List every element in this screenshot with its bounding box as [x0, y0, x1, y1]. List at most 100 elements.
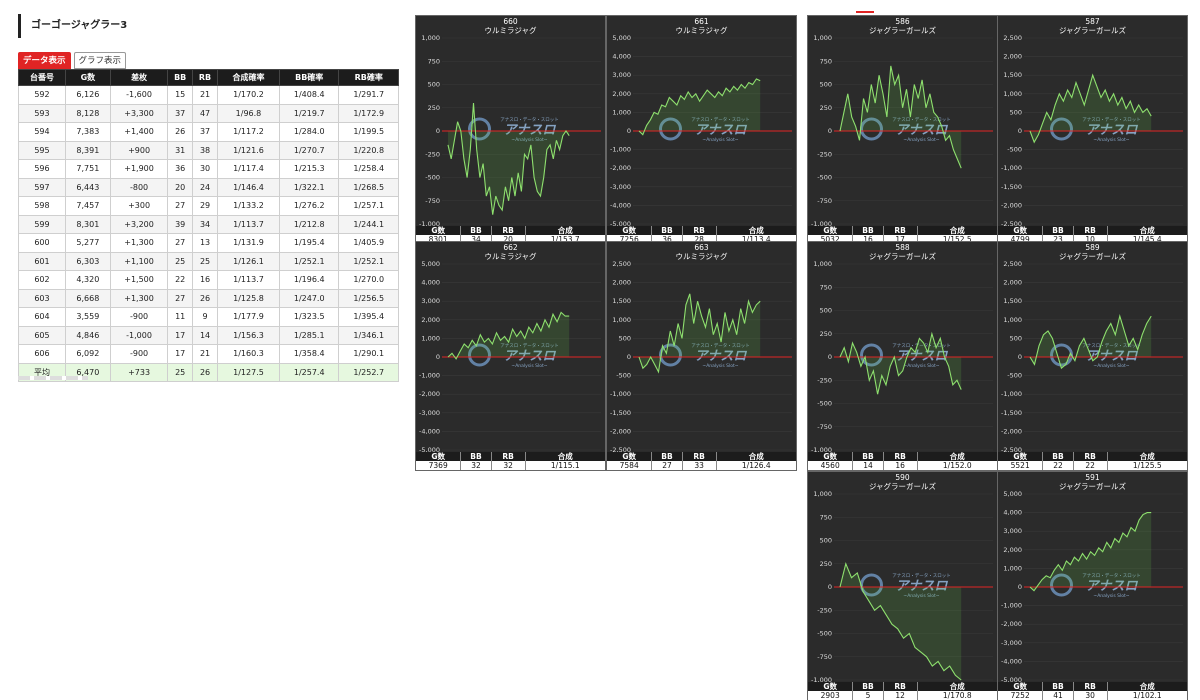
footer-value-row: 7369 32 32 1/115.1: [416, 461, 605, 470]
footer-header-cell: RB: [884, 452, 918, 461]
table-cell: 1/219.7: [278, 103, 340, 123]
table-row: 592 6,126 -1,600 15 21 1/170.2 1/408.4 1/291.7: [18, 85, 399, 105]
table-cell: 7,383: [64, 122, 111, 142]
y-tick-label: 1,000: [421, 34, 440, 42]
table-cell: -1,600: [109, 85, 169, 105]
machine-number: 591: [1085, 473, 1100, 482]
watermark-subtitle: ~Analysis Slot~: [702, 363, 738, 369]
graph-panel[interactable]: 2,500 2,000 1,500 1,000 500 0 -500 -1,000 -1,500…: [606, 241, 797, 471]
table-cell: 3,559: [64, 307, 111, 327]
header-machine-number[interactable]: 台番号: [18, 69, 66, 86]
panel-footer: G数 BB RB 合成 4560 14 16 1/152.0: [808, 452, 997, 470]
table-cell: 1/212.8: [278, 214, 340, 234]
table-cell: 29: [192, 196, 218, 216]
footer-value-cell: 7256: [607, 235, 653, 244]
y-tick-label: 1,000: [421, 334, 440, 342]
footer-value-cell: 1/153.7: [550, 235, 580, 244]
graph-panel[interactable]: 2,500 2,000 1,500 1,000 500 0 -500 -1,000 -1,500…: [997, 241, 1188, 471]
y-tick-label: 500: [619, 334, 631, 342]
footer-header-cell: RB: [1074, 226, 1108, 235]
machine-name: ウルミラジャグ: [484, 26, 537, 35]
table-cell: 1/395.4: [338, 307, 399, 327]
tab-data-view[interactable]: データ表示: [18, 52, 71, 69]
header-bb-prob[interactable]: BB確率: [278, 69, 340, 86]
graph-panel[interactable]: 1,000 750 500 250 0 -250 -500 -750 -1,000 アナスロ アナス…: [807, 471, 998, 700]
footer-header-row: G数 BB RB 合成: [998, 226, 1187, 235]
table-cell: 606: [18, 344, 66, 364]
footer-value-cell: 17: [884, 235, 918, 244]
table-cell: 27: [167, 288, 194, 308]
table-cell: 599: [18, 214, 66, 234]
footer-header-cell: RB: [492, 226, 526, 235]
faint-text: [18, 376, 88, 380]
graph-panel[interactable]: 5,000 4,000 3,000 2,000 1,000 0 -1,000 -2,000 -3…: [997, 471, 1188, 700]
page-title: ゴーゴージャグラー3: [18, 14, 127, 38]
table-row: 600 5,277 +1,300 27 13 1/131.9 1/195.4 1/405.9: [18, 233, 399, 253]
table-cell: 6,303: [64, 251, 111, 271]
watermark-subtitle: ~Analysis Slot~: [903, 593, 939, 599]
y-tick-label: -750: [817, 423, 832, 431]
table-cell: 1/156.3: [216, 325, 280, 345]
table-row: 605 4,846 -1,000 17 14 1/156.3 1/285.1 1/346.1: [18, 325, 399, 345]
table-cell: 25: [167, 251, 194, 271]
table-cell: 17: [167, 325, 194, 345]
table-cell: 1/346.1: [338, 325, 399, 345]
machine-number: 660: [503, 17, 518, 26]
table-cell: 34: [192, 214, 218, 234]
table-cell: 37: [167, 103, 194, 123]
y-tick-label: 2,000: [612, 279, 631, 287]
y-tick-label: 500: [1010, 334, 1022, 342]
table-cell: 1/117.2: [216, 122, 280, 142]
footer-header-row: G数 BB RB 合成: [808, 452, 997, 461]
y-tick-label: 1,500: [1003, 71, 1022, 79]
header-rb-prob[interactable]: RB確率: [338, 69, 399, 86]
y-tick-label: 0: [828, 127, 832, 135]
footer-header-cell: G数: [416, 452, 462, 461]
table-cell: 14: [192, 325, 218, 345]
watermark-small-text: アナスロ・データ・スロット: [892, 572, 950, 579]
graph-panel[interactable]: 1,000 750 500 250 0 -250 -500 -750 -1,000 アナスロ アナス…: [807, 241, 998, 471]
table-cell: 1/220.8: [338, 140, 399, 160]
footer-value-cell: 1/152.0: [942, 461, 972, 470]
graph-panel[interactable]: 2,500 2,000 1,500 1,000 500 0 -500 -1,000 -1,500…: [997, 15, 1188, 245]
y-tick-label: 250: [820, 104, 832, 112]
table-cell: 6,092: [64, 344, 111, 364]
header-bb[interactable]: BB: [167, 69, 194, 86]
table-cell: 1/270.7: [278, 140, 340, 160]
table-cell: 5,277: [64, 233, 111, 253]
table-cell: 1/291.7: [338, 85, 399, 105]
footer-header-row: G数 BB RB 合成: [998, 452, 1187, 461]
y-tick-label: -1,000: [811, 676, 832, 684]
graph-panel[interactable]: 5,000 4,000 3,000 2,000 1,000 0 -1,000 -2,000 -3…: [606, 15, 797, 245]
header-combined-prob[interactable]: 合成確率: [216, 69, 280, 86]
footer-header-cell: 合成: [949, 226, 965, 235]
table-cell: 21: [192, 85, 218, 105]
y-tick-label: 1,000: [1003, 564, 1022, 572]
table-cell: 1/177.9: [216, 307, 280, 327]
panel-footer: G数 BB RB 合成 7256 36 28 1/113.4: [607, 226, 796, 244]
graph-panel[interactable]: 1,000 750 500 250 0 -250 -500 -750 -1,000 アナスロ アナス…: [415, 15, 606, 245]
graph-svg: 1,0007505002500-250-500-750-1,000アナスロアナス…: [811, 34, 993, 228]
graph-panel[interactable]: 1,000 750 500 250 0 -250 -500 -750 -1,000 アナスロ アナス…: [807, 15, 998, 245]
series-area: [1030, 512, 1152, 591]
machine-name: ジャグラーガールズ: [1058, 26, 1127, 35]
y-tick-label: 4,000: [1003, 509, 1022, 517]
table-cell: 598: [18, 196, 66, 216]
graph-panel[interactable]: 5,000 4,000 3,000 2,000 1,000 0 -1,000 -2,000 -3…: [415, 241, 606, 471]
table-row: 606 6,092 -900 17 21 1/160.3 1/358.4 1/290.1: [18, 344, 399, 364]
machine-name: ジャグラーガールズ: [1058, 482, 1127, 491]
watermark-small-text: アナスロ・データ・スロット: [1082, 342, 1140, 349]
header-rb[interactable]: RB: [192, 69, 218, 86]
table-cell: 36: [167, 159, 194, 179]
table-row: 601 6,303 +1,100 25 25 1/126.1 1/252.1 1/252.1: [18, 251, 399, 271]
footer-value-row: 7252 41 30 1/102.1: [998, 691, 1187, 700]
table-header-row: 台番号 G数 差枚 BB RB 合成確率 BB確率 RB確率: [18, 69, 399, 86]
tab-graph-view[interactable]: グラフ表示: [73, 52, 127, 69]
y-tick-label: -4,000: [1001, 657, 1022, 665]
footer-value-cell: 1/102.1: [1132, 691, 1162, 700]
y-tick-label: 0: [436, 353, 440, 361]
header-diff[interactable]: 差枚: [109, 69, 169, 86]
footer-value-cell: 34: [461, 235, 492, 244]
table-cell: 21: [192, 344, 218, 364]
header-games[interactable]: G数: [64, 69, 111, 86]
